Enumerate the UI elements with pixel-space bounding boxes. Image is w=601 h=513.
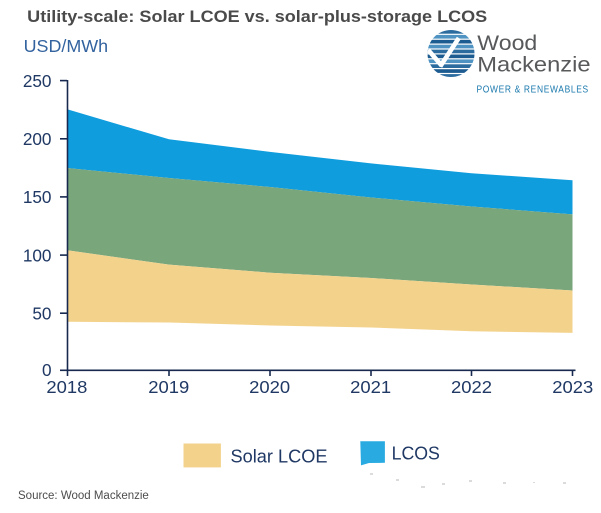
svg-text:2018: 2018 bbox=[46, 377, 87, 397]
svg-text:LCOS: LCOS bbox=[392, 443, 440, 464]
svg-text:50: 50 bbox=[32, 303, 51, 323]
svg-text:Mackenzie: Mackenzie bbox=[477, 53, 590, 76]
svg-text:100: 100 bbox=[23, 245, 52, 265]
svg-text:2019: 2019 bbox=[148, 377, 189, 397]
svg-text:Utility-scale: Solar LCOE vs.: Utility-scale: Solar LCOE vs. solar-plus… bbox=[27, 8, 487, 26]
svg-text:2021: 2021 bbox=[350, 377, 391, 397]
svg-text:2020: 2020 bbox=[249, 377, 290, 397]
svg-text:Wood: Wood bbox=[477, 32, 537, 55]
svg-text:0: 0 bbox=[42, 360, 52, 380]
svg-text:200: 200 bbox=[23, 129, 52, 149]
svg-text:POWER & RENEWABLES: POWER & RENEWABLES bbox=[477, 85, 589, 96]
svg-text:150: 150 bbox=[23, 187, 52, 207]
svg-text:Source: Wood Mackenzie: Source: Wood Mackenzie bbox=[18, 490, 149, 502]
svg-text:Solar LCOE: Solar LCOE bbox=[231, 446, 328, 467]
svg-text:250: 250 bbox=[23, 71, 52, 91]
svg-text:2022: 2022 bbox=[451, 377, 492, 397]
svg-text:USD/MWh: USD/MWh bbox=[24, 36, 109, 56]
svg-text:2023: 2023 bbox=[552, 377, 593, 397]
